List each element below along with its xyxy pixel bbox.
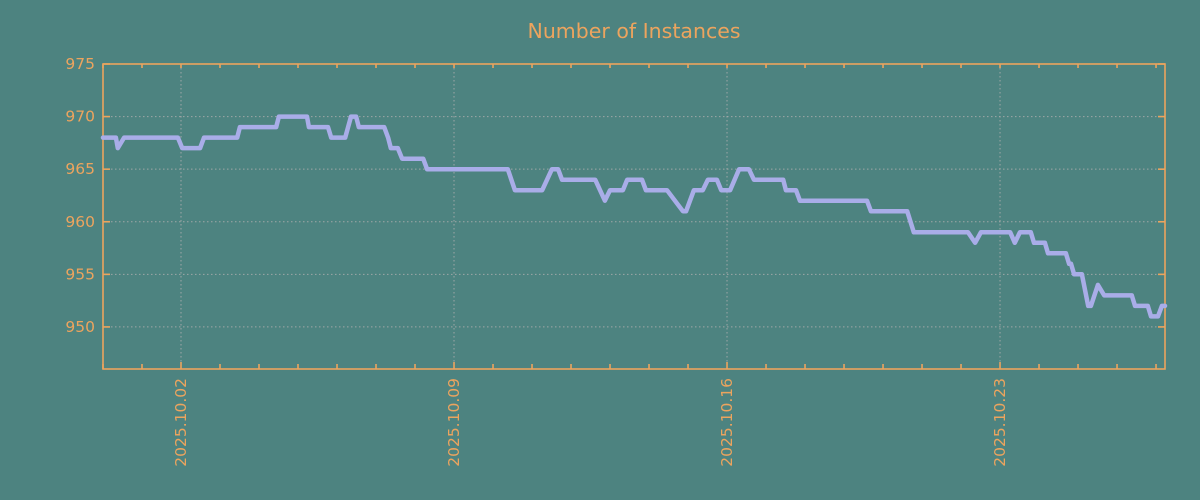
y-tick-label: 970 [65,108,95,126]
x-tick-label: 2025.10.02 [172,378,190,467]
y-tick-label: 950 [65,318,95,336]
y-tick-label: 955 [65,265,95,283]
y-tick-label: 960 [65,213,95,231]
x-tick-label: 2025.10.09 [445,378,463,467]
plot-border [102,63,1166,370]
chart-title: Number of Instances [527,19,740,43]
x-tick-label: 2025.10.23 [991,378,1009,467]
y-tick-label: 975 [65,55,95,73]
x-tick-label: 2025.10.16 [718,378,736,467]
ticks-layer [102,63,1165,369]
y-tick-label: 965 [65,160,95,178]
plot-border-layer [102,63,1166,370]
gridlines-layer [103,64,1165,369]
axis-labels-layer: 950 955 960 965 970 975 2025.10.02 2025.10.09 20… [65,55,1009,467]
series-line-instances [100,114,1168,319]
series-layer [100,114,1168,319]
